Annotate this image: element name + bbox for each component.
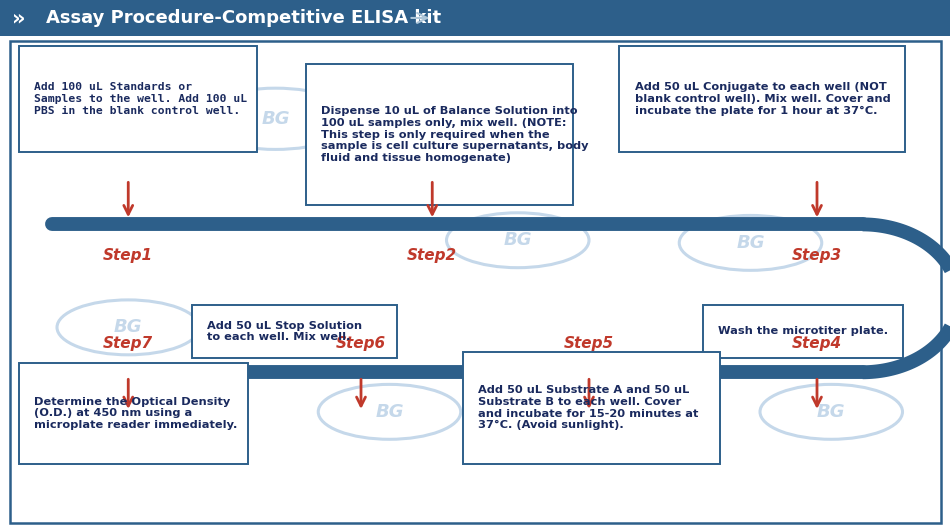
Text: Step1: Step1 <box>104 248 153 263</box>
Text: Step7: Step7 <box>104 336 153 351</box>
Text: Step3: Step3 <box>792 248 842 263</box>
Text: Add 100 uL Standards or
Samples to the well. Add 100 uL
PBS in the blank control: Add 100 uL Standards or Samples to the w… <box>34 82 247 116</box>
Text: BG: BG <box>504 231 532 249</box>
Text: BG: BG <box>375 403 404 421</box>
Text: Determine the Optical Density
(O.D.) at 450 nm using a
microplate reader immedia: Determine the Optical Density (O.D.) at … <box>34 397 237 430</box>
FancyBboxPatch shape <box>619 46 905 152</box>
FancyBboxPatch shape <box>703 305 903 358</box>
Text: BG: BG <box>736 234 765 252</box>
FancyBboxPatch shape <box>19 363 248 464</box>
Text: BG: BG <box>114 318 142 336</box>
FancyBboxPatch shape <box>463 352 720 464</box>
Text: Step6: Step6 <box>336 336 386 351</box>
Text: Step2: Step2 <box>408 248 457 263</box>
FancyBboxPatch shape <box>192 305 397 358</box>
Text: BG: BG <box>817 403 846 421</box>
Text: Add 50 uL Conjugate to each well (NOT
blank control well). Mix well. Cover and
i: Add 50 uL Conjugate to each well (NOT bl… <box>635 82 890 116</box>
Text: Add 50 uL Stop Solution
to each well. Mix well.: Add 50 uL Stop Solution to each well. Mi… <box>207 320 362 342</box>
Text: Assay Procedure-Competitive ELISA kit: Assay Procedure-Competitive ELISA kit <box>46 9 441 27</box>
Text: BG: BG <box>261 110 290 128</box>
Text: »: » <box>12 8 26 28</box>
Text: Step4: Step4 <box>792 336 842 351</box>
FancyBboxPatch shape <box>19 46 257 152</box>
Text: Dispense 10 uL of Balance Solution into
100 uL samples only, mix well. (NOTE:
Th: Dispense 10 uL of Balance Solution into … <box>321 107 589 163</box>
FancyBboxPatch shape <box>306 64 573 205</box>
Text: Step5: Step5 <box>564 336 614 351</box>
Bar <box>0 0 950 36</box>
Text: Add 50 uL Substrate A and 50 uL
Substrate B to each well. Cover
and incubate for: Add 50 uL Substrate A and 50 uL Substrat… <box>478 385 698 430</box>
Text: Wash the microtiter plate.: Wash the microtiter plate. <box>718 326 888 336</box>
